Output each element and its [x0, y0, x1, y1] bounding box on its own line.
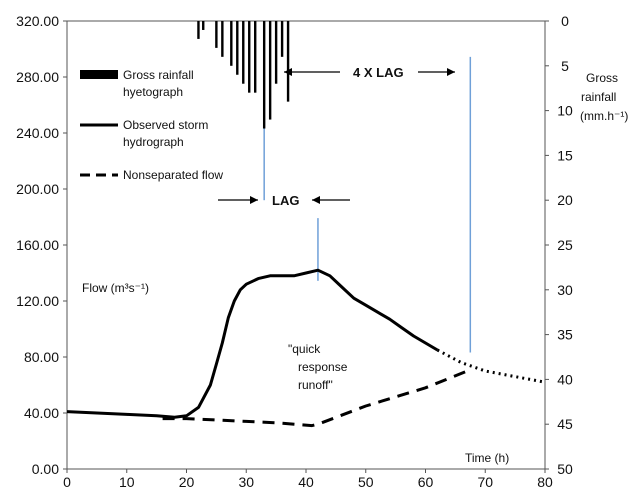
- y2-tick-label: 35: [557, 327, 573, 343]
- legend-label-hydrograph-line2: hydrograph: [123, 135, 184, 149]
- y2-tick-label: 0: [561, 13, 569, 29]
- y2-tick-label: 25: [557, 237, 573, 253]
- y-tick-label: 160.00: [16, 237, 59, 253]
- series-line-observed-storm-hydrograph: [66, 268, 439, 419]
- left-axis-ticks: 0.00 40.00 80.00 120.00 160.00 200.00 240.00 28…: [16, 13, 67, 477]
- x-tick-label: 10: [119, 474, 135, 490]
- x-tick-label: 80: [537, 474, 553, 490]
- legend-label-nonseparated: Nonseparated flow: [123, 168, 223, 182]
- y-axis-title: Flow (m³s⁻¹): [82, 281, 149, 295]
- lag-label: LAG: [272, 193, 299, 208]
- legend-label-hyetograph-line2: hyetograph: [123, 85, 183, 99]
- y2-tick-label: 5: [561, 58, 569, 74]
- legend-label-hyetograph-line1: Gross rainfall: [123, 68, 194, 82]
- lag-arrow-right-head: [312, 196, 320, 204]
- y-tick-label: 80.00: [24, 349, 59, 365]
- legend: Gross rainfall hyetograph Observed storm…: [80, 68, 223, 182]
- legend-label-hydrograph-line1: Observed storm: [123, 118, 208, 132]
- hyetograph-bar: [268, 21, 272, 120]
- y-tick-label: 240.00: [16, 125, 59, 141]
- x-axis-title: Time (h): [465, 451, 509, 465]
- lag-arrows: [218, 68, 455, 204]
- hyetograph-bar: [221, 21, 224, 57]
- quick-runoff-line3: runoff": [298, 378, 333, 392]
- y2-axis-title-line2: rainfall: [581, 90, 616, 104]
- legend-swatch-hyetograph: [80, 70, 118, 79]
- y-tick-label: 0.00: [32, 461, 59, 477]
- x-tick-label: 50: [358, 474, 374, 490]
- hyetograph-bar: [280, 21, 284, 57]
- hyetograph-bar: [197, 21, 200, 39]
- y2-tick-label: 45: [557, 416, 573, 432]
- hyetograph-bar: [236, 21, 239, 75]
- y-tick-label: 280.00: [16, 69, 59, 85]
- x-tick-label: 0: [63, 474, 71, 490]
- x-tick-label: 30: [238, 474, 254, 490]
- y2-axis-title-line1: Gross: [586, 71, 618, 85]
- series-line-observed-storm-hydrograph-extrapolated-: [436, 348, 546, 384]
- four-lag-arrow-left-head: [284, 68, 292, 76]
- y2-tick-label: 40: [557, 371, 573, 387]
- four-lag-arrow-right-head: [447, 68, 455, 76]
- series-line-nonseparated-flow: [162, 369, 468, 428]
- hyetograph-bar: [274, 21, 278, 84]
- y-tick-label: 40.00: [24, 405, 59, 421]
- hyetograph-bar: [262, 21, 266, 129]
- y-tick-label: 200.00: [16, 181, 59, 197]
- hyetograph-bar: [230, 21, 233, 66]
- y-tick-label: 120.00: [16, 293, 59, 309]
- x-tick-label: 60: [418, 474, 434, 490]
- right-axis-ticks: 0 5 10 15 20 25 30 35 40 45 50: [545, 13, 573, 477]
- hyetograph-bar: [248, 21, 251, 93]
- y2-tick-label: 30: [557, 282, 573, 298]
- hyetograph-bar: [242, 21, 245, 84]
- lag-arrow-left-head: [250, 196, 258, 204]
- y2-axis-title-line3: (mm.h⁻¹): [580, 109, 628, 123]
- quick-runoff-line2: response: [298, 360, 348, 374]
- x-tick-label: 40: [298, 474, 314, 490]
- x-axis-ticks: 0 10 20 30 40 50 60 70 80: [63, 469, 553, 490]
- hyetograph-bar: [254, 21, 257, 93]
- y2-tick-label: 10: [557, 103, 573, 119]
- quick-runoff-line1: "quick: [288, 342, 321, 356]
- four-lag-label: 4 X LAG: [353, 65, 404, 80]
- y2-tick-label: 15: [557, 147, 573, 163]
- series-lines: [66, 268, 546, 428]
- hyetograph-bar: [286, 21, 290, 102]
- y2-tick-label: 50: [557, 461, 573, 477]
- y2-tick-label: 20: [557, 192, 573, 208]
- y-tick-label: 320.00: [16, 13, 59, 29]
- hyetograph-bars: [197, 21, 290, 129]
- x-tick-label: 70: [477, 474, 493, 490]
- hyetograph-bar: [202, 21, 205, 30]
- hyetograph-bar: [215, 21, 218, 48]
- x-tick-label: 20: [179, 474, 195, 490]
